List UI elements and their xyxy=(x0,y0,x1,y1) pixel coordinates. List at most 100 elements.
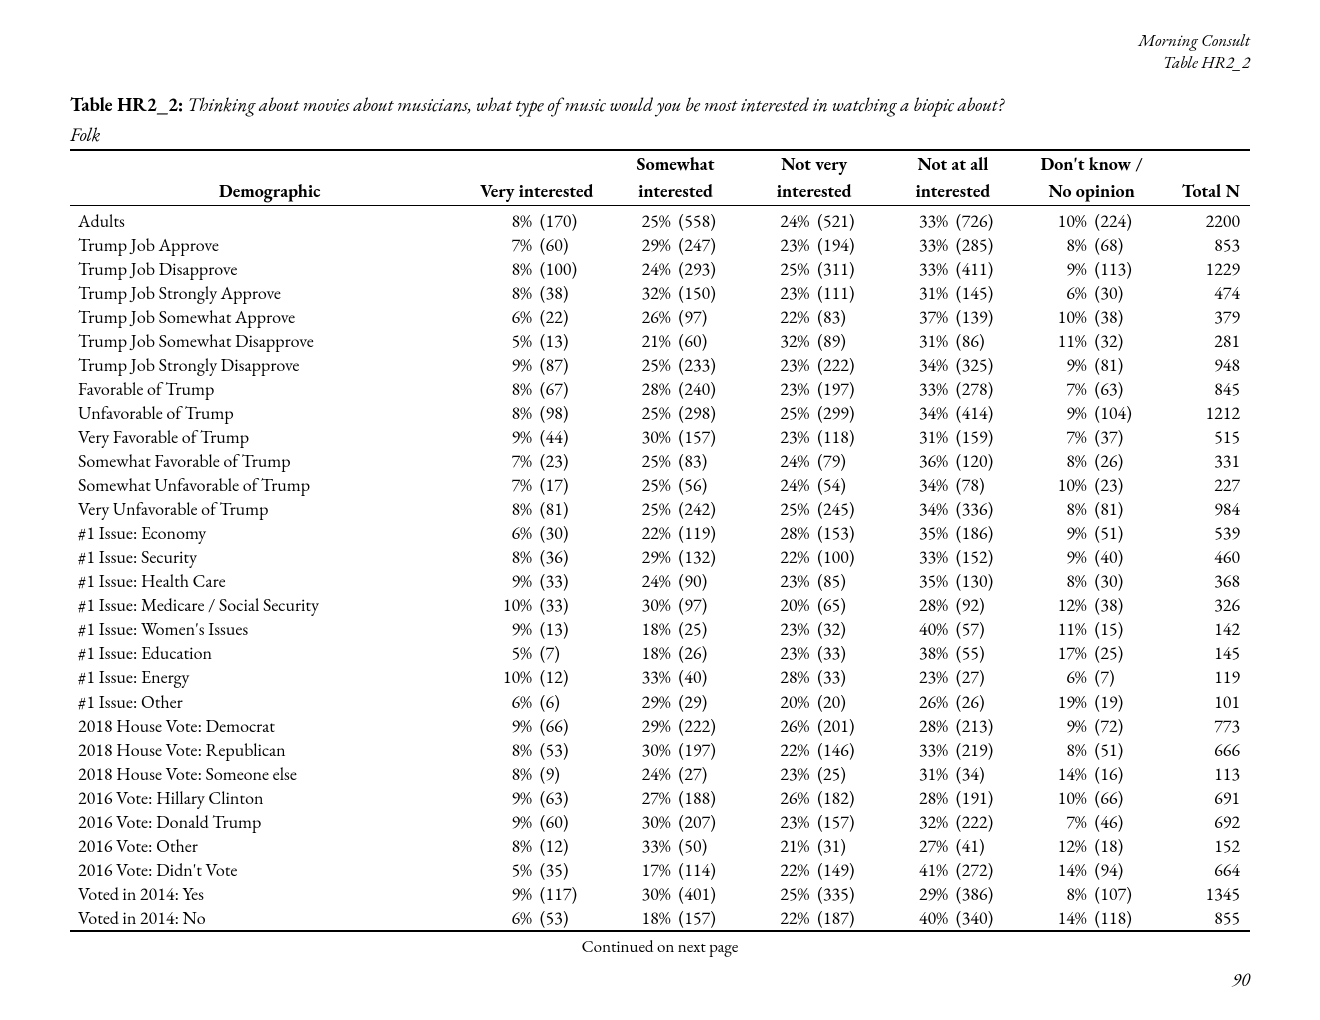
cell-dk-pct: 10% xyxy=(1022,205,1092,233)
table-row: Very Unfavorable of Trump8%(81)25%(242)2… xyxy=(70,498,1250,522)
cell-notvery-n: (311) xyxy=(815,257,883,281)
cell-notatall-n: (86) xyxy=(954,330,1022,354)
cell-dk-pct: 17% xyxy=(1022,642,1092,666)
cell-notvery-pct: 23% xyxy=(745,642,815,666)
cell-notatall-n: (159) xyxy=(954,426,1022,450)
cell-somewhat-n: (247) xyxy=(677,233,745,257)
cell-notvery-pct: 24% xyxy=(745,450,815,474)
cell-notvery-pct: 23% xyxy=(745,570,815,594)
cell-somewhat-n: (25) xyxy=(677,618,745,642)
cell-notvery-pct: 24% xyxy=(745,474,815,498)
table-row: Trump Job Strongly Approve8%(38)32%(150)… xyxy=(70,281,1250,305)
cell-notvery-pct: 26% xyxy=(745,786,815,810)
cell-demographic: Trump Job Strongly Approve xyxy=(70,281,467,305)
cell-very-n: (13) xyxy=(538,618,606,642)
cell-totaln: 853 xyxy=(1161,233,1250,257)
cell-notatall-pct: 33% xyxy=(884,378,954,402)
cell-very-pct: 6% xyxy=(467,906,537,931)
table-row: Voted in 2014: Yes9%(117)30%(401)25%(335… xyxy=(70,882,1250,906)
cell-demographic: 2016 Vote: Other xyxy=(70,834,467,858)
cell-very-pct: 8% xyxy=(467,834,537,858)
cell-notatall-n: (152) xyxy=(954,546,1022,570)
table-row: Trump Job Somewhat Approve6%(22)26%(97)2… xyxy=(70,306,1250,330)
cell-somewhat-pct: 22% xyxy=(606,522,676,546)
cell-very-pct: 7% xyxy=(467,474,537,498)
cell-notvery-pct: 22% xyxy=(745,906,815,931)
table-row: #1 Issue: Energy10%(12)33%(40)28%(33)23%… xyxy=(70,666,1250,690)
cell-very-n: (30) xyxy=(538,522,606,546)
cell-demographic: 2018 House Vote: Democrat xyxy=(70,714,467,738)
cell-notvery-n: (85) xyxy=(815,570,883,594)
cell-notvery-pct: 23% xyxy=(745,281,815,305)
cell-totaln: 2200 xyxy=(1161,205,1250,233)
cell-notatall-pct: 31% xyxy=(884,426,954,450)
cell-notvery-n: (335) xyxy=(815,882,883,906)
cell-dk-n: (224) xyxy=(1093,205,1161,233)
cell-notvery-n: (201) xyxy=(815,714,883,738)
table-row: 2018 House Vote: Republican8%(53)30%(197… xyxy=(70,738,1250,762)
cell-notatall-pct: 33% xyxy=(884,205,954,233)
cell-notvery-pct: 23% xyxy=(745,378,815,402)
cell-notvery-pct: 23% xyxy=(745,354,815,378)
table-row: 2016 Vote: Didn't Vote5%(35)17%(114)22%(… xyxy=(70,858,1250,882)
col-dk-l2: No opinion xyxy=(1022,178,1161,206)
cell-dk-n: (19) xyxy=(1093,690,1161,714)
cell-dk-n: (7) xyxy=(1093,666,1161,690)
cell-demographic: Adults xyxy=(70,205,467,233)
cell-somewhat-n: (56) xyxy=(677,474,745,498)
cell-notvery-n: (182) xyxy=(815,786,883,810)
cell-somewhat-pct: 24% xyxy=(606,257,676,281)
cell-dk-pct: 6% xyxy=(1022,281,1092,305)
cell-very-n: (60) xyxy=(538,810,606,834)
running-head: Morning Consult Table HR2_2 xyxy=(70,30,1250,74)
cell-very-pct: 8% xyxy=(467,205,537,233)
header-row-1: Demographic Very interested Somewhat Not… xyxy=(70,150,1250,178)
cell-notvery-n: (31) xyxy=(815,834,883,858)
table-row: #1 Issue: Health Care9%(33)24%(90)23%(85… xyxy=(70,570,1250,594)
cell-dk-n: (32) xyxy=(1093,330,1161,354)
cell-somewhat-pct: 25% xyxy=(606,205,676,233)
cell-demographic: Somewhat Unfavorable of Trump xyxy=(70,474,467,498)
cell-totaln: 326 xyxy=(1161,594,1250,618)
cell-demographic: #1 Issue: Security xyxy=(70,546,467,570)
cell-notatall-pct: 32% xyxy=(884,810,954,834)
cell-dk-n: (81) xyxy=(1093,498,1161,522)
cell-totaln: 1212 xyxy=(1161,402,1250,426)
cell-somewhat-pct: 17% xyxy=(606,858,676,882)
cell-demographic: Somewhat Favorable of Trump xyxy=(70,450,467,474)
cell-notatall-n: (191) xyxy=(954,786,1022,810)
cell-dk-n: (40) xyxy=(1093,546,1161,570)
cell-notvery-pct: 28% xyxy=(745,666,815,690)
table-row: 2018 House Vote: Someone else8%(9)24%(27… xyxy=(70,762,1250,786)
cell-notvery-pct: 24% xyxy=(745,205,815,233)
cell-notatall-n: (222) xyxy=(954,810,1022,834)
cell-very-n: (9) xyxy=(538,762,606,786)
cell-dk-pct: 8% xyxy=(1022,882,1092,906)
cell-notvery-pct: 23% xyxy=(745,426,815,450)
cell-dk-pct: 14% xyxy=(1022,762,1092,786)
cell-notvery-pct: 21% xyxy=(745,834,815,858)
cell-notatall-n: (130) xyxy=(954,570,1022,594)
cell-somewhat-n: (90) xyxy=(677,570,745,594)
cell-somewhat-n: (242) xyxy=(677,498,745,522)
cell-very-pct: 5% xyxy=(467,642,537,666)
cell-dk-pct: 10% xyxy=(1022,306,1092,330)
cell-notatall-n: (186) xyxy=(954,522,1022,546)
cell-very-pct: 6% xyxy=(467,690,537,714)
cell-dk-pct: 12% xyxy=(1022,834,1092,858)
cell-very-pct: 9% xyxy=(467,354,537,378)
cell-very-n: (12) xyxy=(538,834,606,858)
table-row: #1 Issue: Medicare / Social Security10%(… xyxy=(70,594,1250,618)
cell-notatall-n: (414) xyxy=(954,402,1022,426)
cell-somewhat-n: (240) xyxy=(677,378,745,402)
cell-very-n: (33) xyxy=(538,570,606,594)
cell-notatall-pct: 33% xyxy=(884,546,954,570)
cell-somewhat-pct: 21% xyxy=(606,330,676,354)
table-row: #1 Issue: Security8%(36)29%(132)22%(100)… xyxy=(70,546,1250,570)
cell-dk-n: (51) xyxy=(1093,738,1161,762)
cell-totaln: 113 xyxy=(1161,762,1250,786)
cell-dk-pct: 9% xyxy=(1022,546,1092,570)
cell-dk-pct: 10% xyxy=(1022,786,1092,810)
cell-dk-pct: 6% xyxy=(1022,666,1092,690)
cell-demographic: #1 Issue: Medicare / Social Security xyxy=(70,594,467,618)
